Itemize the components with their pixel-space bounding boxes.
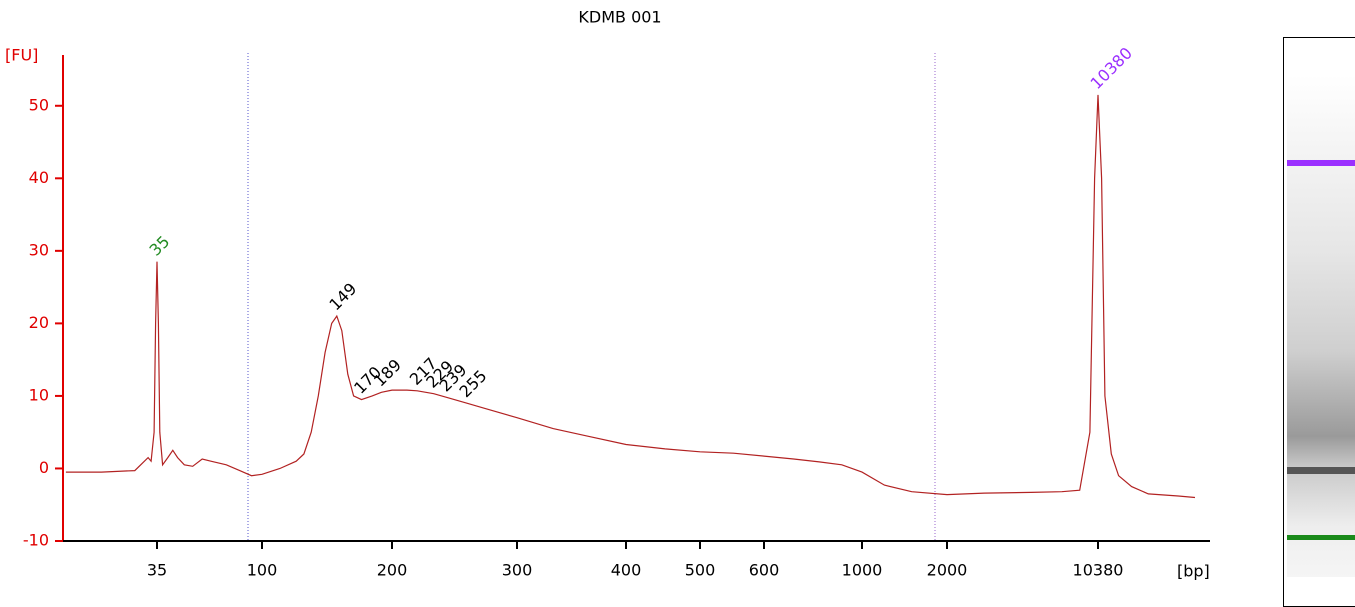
x-tick-label: 1000	[842, 561, 883, 580]
x-tick-label: 600	[749, 561, 780, 580]
x-tick-label: 100	[247, 561, 278, 580]
gel-lane	[1283, 37, 1355, 607]
y-axis-label: [FU]	[5, 46, 38, 65]
y-tick-label: 30	[29, 240, 49, 259]
gel-marker-band	[1287, 535, 1355, 540]
peak-label: 10380	[1087, 43, 1136, 92]
x-axis-label: [bp]	[1177, 562, 1210, 581]
x-tick-label: 400	[611, 561, 642, 580]
gel-smear	[1287, 75, 1355, 577]
y-tick-label: 10	[29, 385, 49, 404]
y-tick-label: 0	[39, 458, 49, 477]
x-tick-label: 200	[377, 561, 408, 580]
trace	[65, 94, 1196, 499]
gel-marker-band	[1287, 160, 1355, 166]
x-tick-label: 500	[685, 561, 716, 580]
y-tick-label: 20	[29, 313, 49, 332]
peak-label: 149	[325, 279, 360, 314]
x-tick-label: 10380	[1073, 561, 1124, 580]
x-tick-label: 2000	[927, 561, 968, 580]
x-tick-label: 35	[147, 561, 167, 580]
chart-title: KDMB 001	[578, 8, 661, 27]
peak-label: 35	[146, 232, 174, 260]
y-tick-label: 40	[29, 168, 49, 187]
gel-band	[1287, 467, 1355, 474]
y-tick-label: 50	[29, 95, 49, 114]
x-tick-label: 300	[502, 561, 533, 580]
y-tick-label: -10	[23, 531, 49, 550]
